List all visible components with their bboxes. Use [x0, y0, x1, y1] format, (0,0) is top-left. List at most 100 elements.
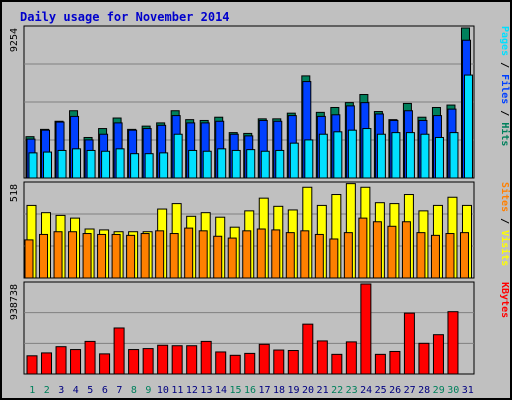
day-tick-label: 1	[29, 385, 35, 396]
bar-sites	[372, 221, 382, 279]
bar-sites	[300, 230, 310, 279]
bar-sites	[329, 238, 339, 279]
day-tick-label: 22	[331, 385, 343, 396]
bar-sites	[445, 233, 455, 279]
bar-sites	[459, 232, 469, 279]
bar-pages	[188, 149, 198, 179]
bar-pages	[304, 139, 314, 179]
bar-pages	[275, 149, 285, 179]
day-tick-label: 12	[186, 385, 198, 396]
bar-kbytes	[70, 349, 82, 375]
chart-title: Daily usage for November 2014	[20, 10, 230, 24]
bar-kbytes	[447, 311, 459, 375]
bar-kbytes	[157, 344, 169, 375]
legend-kbytes: KBytes	[499, 282, 510, 318]
y-axis-legend-2: Sites / Visits	[499, 182, 510, 266]
bar-pages	[246, 149, 256, 179]
bar-kbytes	[403, 312, 415, 375]
day-tick-label: 14	[215, 385, 227, 396]
day-tick-label: 11	[171, 385, 183, 396]
bar-pages	[405, 132, 415, 179]
bar-kbytes	[55, 346, 67, 375]
bar-kbytes	[302, 323, 314, 375]
y-axis-legend-3: KBytes	[499, 282, 510, 318]
bar-kbytes	[244, 352, 256, 375]
bar-kbytes	[331, 353, 343, 375]
day-tick-label: 4	[73, 385, 79, 396]
bar-pages	[449, 132, 459, 179]
bar-kbytes	[186, 345, 198, 375]
bar-kbytes	[418, 342, 430, 375]
day-tick-label: 21	[317, 385, 329, 396]
bar-pages	[420, 133, 430, 179]
day-tick-label: 29	[433, 385, 445, 396]
bar-kbytes	[128, 349, 140, 375]
bar-kbytes	[113, 327, 125, 375]
bar-sites	[39, 233, 49, 279]
bar-pages	[463, 74, 473, 179]
bar-sites	[111, 233, 121, 279]
bar-kbytes	[215, 351, 227, 375]
legend-sites: Sites	[499, 182, 510, 212]
legend-separator: /	[499, 104, 510, 122]
bar-sites	[314, 233, 324, 279]
bar-kbytes	[200, 340, 212, 375]
y-max-label-3: 938738	[9, 284, 20, 320]
bar-kbytes	[389, 350, 401, 375]
day-tick-label: 3	[58, 385, 64, 396]
day-tick-label: 6	[102, 385, 108, 396]
bar-sites	[140, 233, 150, 279]
bar-pages	[362, 128, 372, 179]
day-tick-label: 24	[360, 385, 372, 396]
bar-kbytes	[273, 349, 285, 375]
bar-sites	[169, 233, 179, 279]
bar-pages	[43, 151, 53, 179]
bar-sites	[285, 232, 295, 279]
bar-sites	[227, 237, 237, 279]
day-tick-label: 20	[302, 385, 314, 396]
bar-pages	[144, 153, 154, 179]
day-tick-label: 25	[375, 385, 387, 396]
bar-sites	[242, 230, 252, 279]
bar-sites	[24, 239, 34, 279]
day-tick-label: 15	[229, 385, 241, 396]
day-tick-label: 27	[404, 385, 416, 396]
bar-kbytes	[229, 354, 241, 375]
bar-kbytes	[84, 340, 96, 375]
bar-sites	[430, 234, 440, 279]
bar-kbytes	[432, 334, 444, 375]
bar-pages	[434, 136, 444, 179]
day-tick-label: 9	[145, 385, 151, 396]
bar-pages	[72, 148, 82, 179]
bar-pages	[391, 132, 401, 179]
y-max-label-1: 9254	[9, 28, 20, 52]
day-tick-label: 5	[87, 385, 93, 396]
bar-kbytes	[99, 353, 111, 375]
bar-sites	[126, 234, 136, 279]
bar-kbytes	[142, 348, 154, 375]
bar-sites	[213, 235, 223, 279]
bar-pages	[202, 150, 212, 179]
day-tick-label: 2	[44, 385, 50, 396]
legend-separator: /	[499, 56, 510, 74]
bar-kbytes	[345, 341, 357, 375]
bar-pages	[101, 150, 111, 179]
bar-kbytes	[374, 353, 386, 375]
bar-pages	[217, 148, 227, 179]
day-tick-label: 16	[244, 385, 256, 396]
bar-pages	[333, 131, 343, 179]
bar-sites	[271, 229, 281, 279]
bar-sites	[198, 230, 208, 279]
bar-kbytes	[26, 355, 38, 375]
bar-pages	[115, 148, 125, 179]
bar-pages	[28, 152, 38, 179]
bar-kbytes	[171, 345, 183, 375]
bar-pages	[159, 152, 169, 179]
day-tick-label: 19	[288, 385, 300, 396]
day-tick-label: 28	[418, 385, 430, 396]
bar-pages	[289, 142, 299, 179]
bar-kbytes	[316, 340, 328, 375]
legend-files: Files	[499, 74, 510, 104]
bar-sites	[53, 231, 63, 279]
